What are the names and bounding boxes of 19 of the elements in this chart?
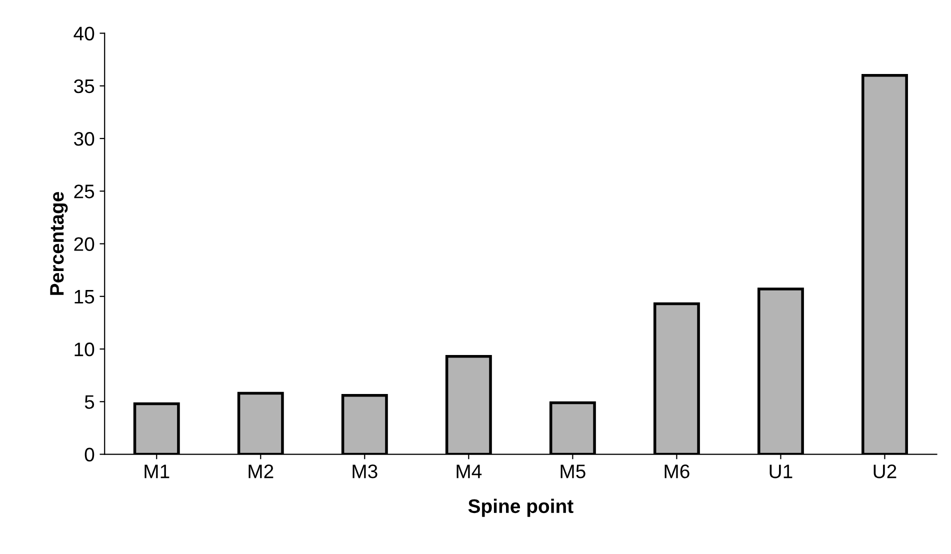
- y-tick-label: 20: [74, 237, 94, 251]
- x-tick-label: U2: [874, 464, 896, 478]
- x-tick-label: M1: [144, 464, 170, 478]
- x-tick-label: M4: [456, 464, 482, 478]
- y-tick-label: 30: [74, 132, 94, 146]
- y-tick-label: 40: [74, 26, 94, 40]
- x-tick-label: U1: [770, 464, 792, 478]
- x-axis-title: Spine point: [468, 498, 574, 517]
- x-tick-label: M5: [560, 464, 586, 478]
- y-tick-label: 25: [74, 184, 94, 198]
- y-tick-label: 0: [84, 448, 94, 462]
- x-tick-label: M2: [248, 464, 274, 478]
- x-tick-label: M6: [664, 464, 690, 478]
- y-axis-title: Percentage: [50, 192, 68, 295]
- y-tick-label: 5: [84, 395, 94, 409]
- y-tick-label: 35: [74, 79, 94, 94]
- x-tick-label: M3: [352, 464, 378, 478]
- y-tick-label: 15: [74, 290, 94, 304]
- y-tick-label: 10: [74, 342, 94, 356]
